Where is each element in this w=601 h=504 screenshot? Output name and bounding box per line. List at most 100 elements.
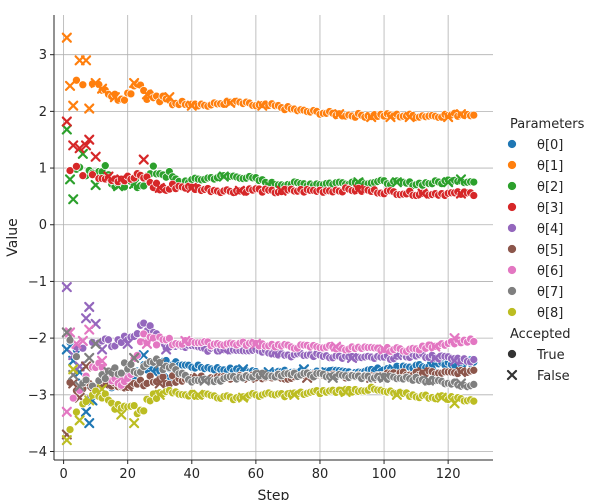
point-accepted — [120, 95, 129, 105]
point-rejected — [122, 338, 133, 349]
y-tick-label: 3 — [39, 48, 47, 63]
legend-label: θ[2] — [537, 180, 563, 195]
point-rejected — [129, 352, 140, 364]
y-tick-label: 2 — [39, 105, 47, 120]
y-tick-label: −3 — [28, 388, 47, 403]
point-rejected — [80, 313, 92, 324]
point-accepted — [65, 166, 75, 175]
point-rejected — [391, 177, 402, 188]
point-accepted — [78, 80, 88, 90]
y-tick-label: 1 — [39, 162, 47, 177]
point-rejected — [116, 409, 127, 420]
point-rejected — [74, 415, 85, 426]
point-rejected — [449, 355, 460, 366]
point-rejected — [103, 367, 114, 378]
point-rejected — [154, 182, 165, 193]
point-rejected — [141, 338, 153, 349]
series-6 — [61, 324, 479, 417]
point-rejected — [77, 148, 88, 159]
point-rejected — [154, 389, 165, 400]
y-axis-title: Value — [5, 218, 21, 256]
point-rejected — [74, 381, 85, 392]
point-rejected — [68, 100, 79, 111]
point-accepted — [469, 396, 479, 406]
point-rejected — [84, 103, 95, 114]
legend-marker — [507, 202, 517, 212]
point-rejected — [96, 384, 108, 395]
point-rejected — [74, 143, 85, 154]
point-rejected — [64, 174, 76, 185]
point-rejected — [455, 174, 467, 185]
point-rejected — [218, 171, 229, 182]
legend-label-true: True — [536, 348, 565, 363]
legend-label-false: False — [537, 369, 570, 384]
point-rejected — [84, 352, 95, 364]
x-tick-label: 100 — [372, 467, 397, 482]
data-points — [61, 32, 479, 446]
point-rejected — [116, 174, 127, 185]
point-accepted — [469, 365, 479, 375]
point-rejected — [84, 301, 95, 313]
point-rejected — [80, 406, 92, 417]
y-tick-label: 0 — [39, 218, 47, 233]
point-rejected — [138, 350, 149, 361]
legend-label: θ[0] — [537, 138, 563, 153]
point-accepted — [469, 191, 479, 200]
point-rejected — [186, 182, 197, 193]
point-rejected — [61, 32, 72, 43]
point-rejected — [138, 154, 149, 165]
point-rejected — [199, 375, 210, 386]
legend-label: θ[6] — [537, 264, 563, 279]
point-rejected — [436, 392, 447, 403]
point-rejected — [417, 367, 428, 378]
point-rejected — [64, 327, 76, 338]
legend-label: θ[8] — [537, 306, 563, 321]
point-accepted — [469, 337, 479, 346]
point-rejected — [423, 375, 435, 386]
x-tick-label: 120 — [436, 467, 461, 482]
point-rejected — [180, 335, 191, 347]
point-rejected — [276, 185, 287, 196]
legend-marker — [507, 139, 517, 149]
point-rejected — [61, 116, 72, 127]
point-rejected — [68, 194, 79, 205]
point-rejected — [96, 355, 108, 366]
y-tick-label: −4 — [28, 445, 47, 460]
point-rejected — [234, 185, 245, 196]
point-rejected — [250, 338, 261, 349]
legend-marker-false — [506, 369, 518, 381]
point-rejected — [346, 352, 358, 364]
x-tick-label: 0 — [59, 467, 67, 482]
point-rejected — [61, 327, 72, 338]
point-rejected — [84, 134, 95, 145]
point-rejected — [164, 92, 175, 103]
legend-marker — [507, 265, 517, 275]
grid — [54, 15, 493, 460]
point-rejected — [129, 77, 140, 89]
point-accepted — [72, 352, 81, 361]
x-tick-label: 60 — [248, 467, 265, 482]
point-rejected — [61, 406, 72, 417]
point-rejected — [449, 333, 460, 344]
x-tick-label: 80 — [312, 467, 329, 482]
legend-marker — [507, 286, 517, 296]
y-tick-label: −2 — [28, 332, 47, 347]
point-rejected — [330, 341, 342, 352]
point-rejected — [237, 392, 249, 403]
point-rejected — [391, 389, 402, 400]
point-rejected — [84, 395, 95, 406]
point-rejected — [443, 177, 454, 188]
point-accepted — [152, 340, 161, 350]
point-rejected — [141, 89, 153, 100]
point-accepted — [469, 110, 479, 120]
point-accepted — [88, 170, 97, 180]
point-rejected — [327, 372, 338, 383]
point-rejected — [404, 111, 415, 123]
point-accepted — [68, 393, 78, 403]
point-rejected — [84, 324, 95, 335]
point-accepted — [116, 368, 126, 378]
point-rejected — [61, 435, 72, 446]
point-accepted — [65, 425, 75, 434]
legend-marker-true — [507, 349, 517, 359]
